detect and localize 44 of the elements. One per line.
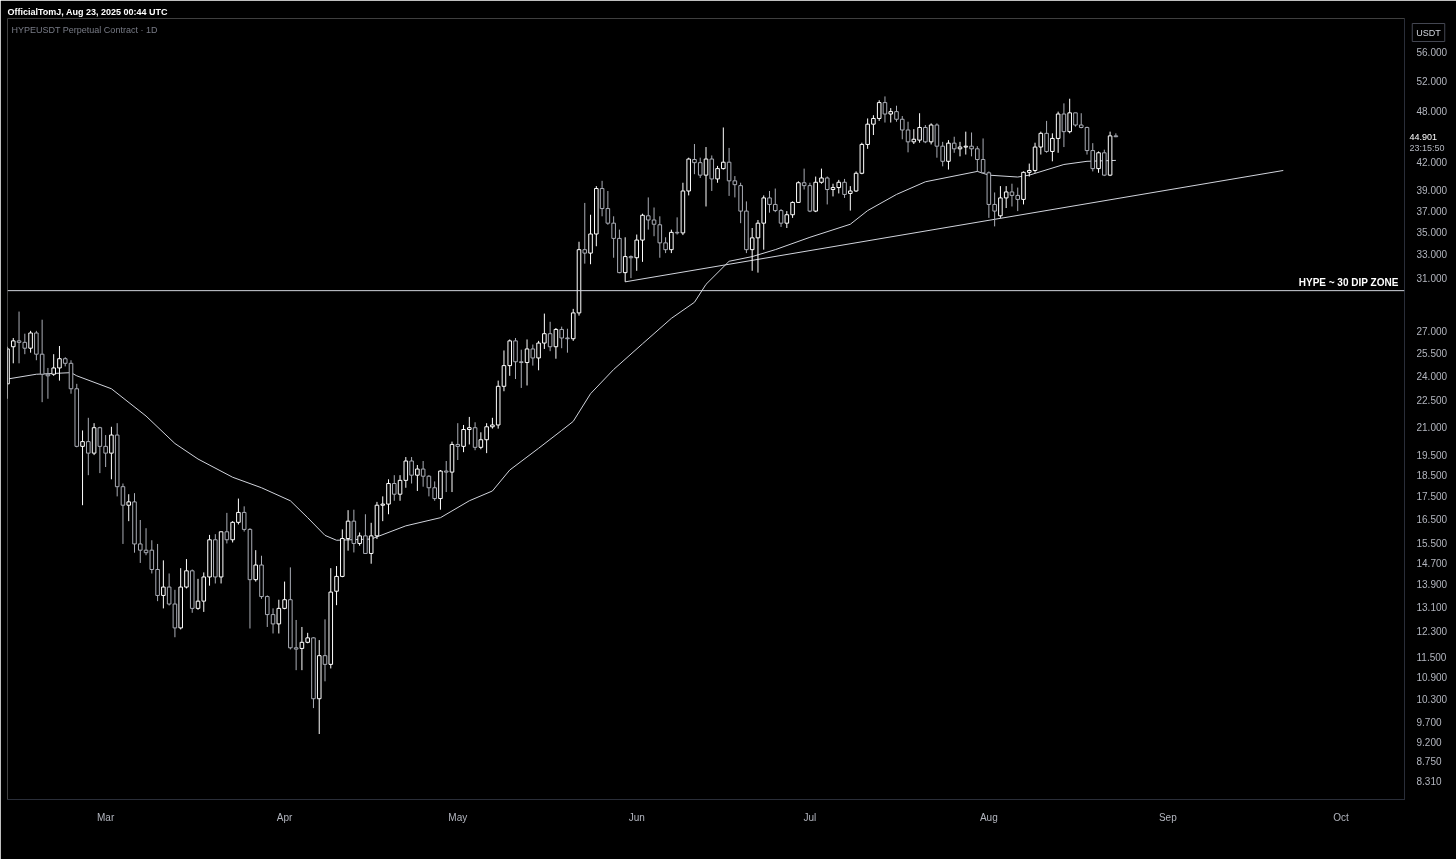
y-tick-label: 24.000 [1416, 370, 1448, 382]
y-tick-label: 14.700 [1416, 557, 1448, 569]
text: 44.901 [1409, 131, 1438, 142]
y-tick-label: 39.000 [1416, 185, 1448, 197]
x-tick-label: May [448, 811, 468, 823]
y-axis-title: USDT [1416, 27, 1442, 38]
x-tick-label: Aug [979, 811, 998, 823]
x-tick-label: Apr [276, 811, 294, 823]
y-tick-label: 56.000 [1416, 47, 1448, 59]
y-tick-label: 11.500 [1416, 651, 1447, 663]
y-tick-label: 17.500 [1416, 491, 1448, 503]
y-tick-label: 37.000 [1416, 205, 1448, 217]
y-tick-label: 9.700 [1416, 716, 1442, 728]
y-tick-label: 33.000 [1416, 249, 1448, 261]
x-tick-label: Oct [1333, 811, 1349, 823]
ref-line-label: HYPE ~ 30 DIP ZONE [1298, 276, 1399, 288]
x-tick-label: Mar [97, 811, 115, 823]
y-tick-label: 10.300 [1416, 693, 1448, 705]
y-tick-label: 16.500 [1416, 513, 1448, 525]
y-tick-label: 42.000 [1416, 157, 1448, 169]
y-tick-label: 22.500 [1416, 395, 1448, 407]
y-tick-label: 19.500 [1416, 450, 1448, 462]
x-tick-label: Jul [803, 811, 817, 823]
text: 23:15:50 [1409, 142, 1445, 153]
y-tick-label: 13.100 [1416, 601, 1448, 613]
y-tick-label: 12.300 [1416, 625, 1448, 637]
y-tick-label: 8.310 [1416, 775, 1442, 787]
x-tick-label: Jun [628, 811, 645, 823]
y-tick-label: 15.500 [1416, 537, 1448, 549]
y-tick-label: 10.900 [1416, 672, 1448, 684]
y-tick-label: 48.000 [1416, 106, 1448, 118]
y-tick-label: 25.500 [1416, 347, 1448, 359]
y-tick-label: 21.000 [1416, 421, 1448, 433]
y-tick-label: 52.000 [1416, 75, 1448, 87]
y-tick-label: 31.000 [1416, 273, 1448, 285]
y-tick-label: 9.200 [1416, 736, 1442, 748]
y-tick-label: 18.500 [1416, 470, 1448, 482]
y-tick-label: 13.900 [1416, 579, 1448, 591]
y-tick-label: 35.000 [1416, 226, 1448, 238]
y-tick-label: 27.000 [1416, 325, 1448, 337]
text: HYPEUSDT Perpetual Contract · 1D [11, 24, 158, 35]
x-tick-label: Sep [1158, 811, 1178, 823]
y-tick-label: 8.750 [1416, 755, 1442, 767]
text: OfficialTomJ, Aug 23, 2025 00:44 UTC [7, 7, 169, 17]
